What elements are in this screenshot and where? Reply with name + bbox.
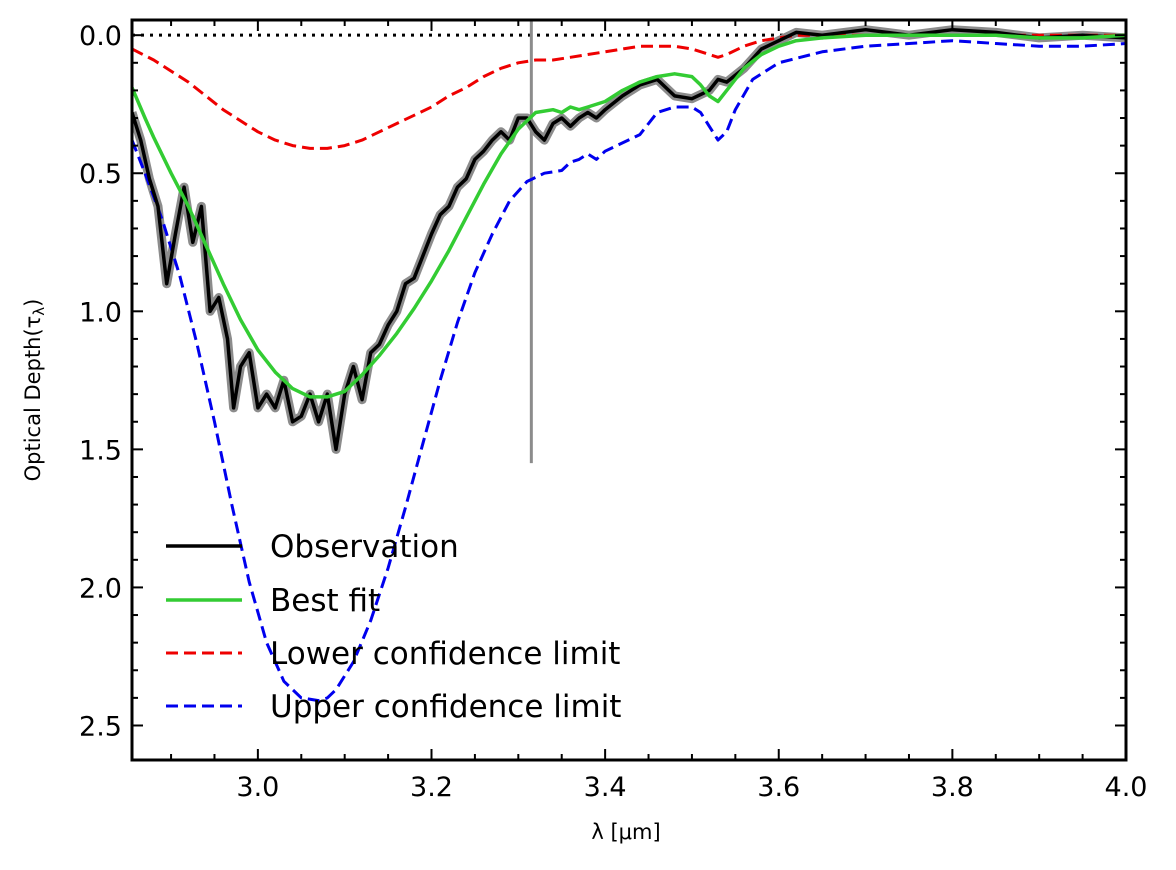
y-tick-label: 2.5: [79, 711, 122, 742]
y-tick-label: 0.0: [79, 21, 122, 52]
x-tick-label: 4.0: [1105, 772, 1148, 803]
best-fit-line: [132, 33, 1126, 399]
x-tick-label: 3.8: [931, 772, 974, 803]
upper-confidence-line: [132, 39, 1126, 703]
axis-tick-labels: 3.0 3.2 3.4 3.6 3.8 4.0 0.0 0.5 1.0 1.5 2.0 2.5: [79, 21, 1147, 803]
axis-ticks: [132, 20, 1127, 760]
plot-area: [132, 21, 1126, 703]
x-tick-label: 3.4: [584, 772, 627, 803]
x-axis-label: λ [μm]: [591, 820, 660, 844]
plot-frame: [130, 18, 1128, 762]
observation-line: [132, 27, 1126, 452]
x-tick-label: 3.2: [410, 772, 453, 803]
legend-label-lower-limit: Lower confidence limit: [270, 636, 620, 672]
x-tick-label: 3.6: [757, 772, 800, 803]
legend-label-upper-limit: Upper confidence limit: [270, 689, 621, 725]
legend-label-best-fit: Best fit: [270, 583, 380, 619]
y-axis-label-subscript: λ: [30, 307, 48, 316]
legend: Observation Best fit Lower confidence li…: [166, 529, 621, 725]
y-axis-label-close: ): [21, 299, 45, 307]
y-tick-label: 0.5: [79, 159, 122, 190]
y-tick-label: 1.0: [79, 297, 122, 328]
legend-label-observation: Observation: [270, 529, 459, 565]
x-tick-label: 3.0: [236, 772, 279, 803]
y-tick-label: 1.5: [79, 435, 122, 466]
lower-confidence-line: [132, 33, 1126, 150]
y-tick-label: 2.0: [79, 573, 122, 604]
y-axis-label-main: Optical Depth(τ: [21, 316, 45, 482]
y-axis-label: Optical Depth(τλ): [21, 299, 48, 482]
